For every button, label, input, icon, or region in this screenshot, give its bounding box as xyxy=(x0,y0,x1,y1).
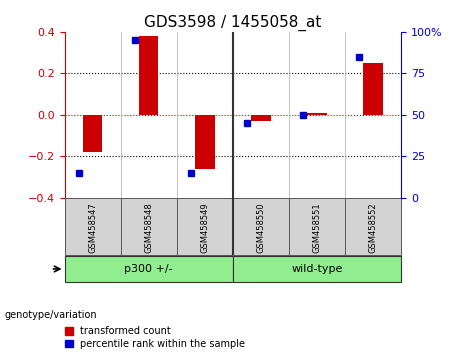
Text: genotype/variation: genotype/variation xyxy=(5,310,97,320)
FancyBboxPatch shape xyxy=(233,256,401,282)
Legend: transformed count, percentile rank within the sample: transformed count, percentile rank withi… xyxy=(65,326,245,349)
FancyBboxPatch shape xyxy=(289,198,345,255)
FancyBboxPatch shape xyxy=(65,198,121,255)
FancyBboxPatch shape xyxy=(233,198,289,255)
Text: GSM458548: GSM458548 xyxy=(144,202,153,253)
Bar xyxy=(195,115,214,169)
FancyBboxPatch shape xyxy=(121,198,177,255)
Text: GSM458550: GSM458550 xyxy=(256,202,266,253)
Text: GSM458549: GSM458549 xyxy=(200,202,209,253)
Title: GDS3598 / 1455058_at: GDS3598 / 1455058_at xyxy=(144,14,321,30)
FancyBboxPatch shape xyxy=(345,198,401,255)
Text: GSM458552: GSM458552 xyxy=(368,202,378,253)
Text: p300 +/-: p300 +/- xyxy=(124,264,173,274)
Text: GSM458551: GSM458551 xyxy=(313,202,321,253)
Bar xyxy=(363,63,383,115)
Text: GSM458547: GSM458547 xyxy=(88,202,97,253)
FancyBboxPatch shape xyxy=(65,256,233,282)
Text: wild-type: wild-type xyxy=(291,264,343,274)
FancyBboxPatch shape xyxy=(177,198,233,255)
Bar xyxy=(139,36,159,115)
Bar xyxy=(83,115,102,152)
Bar xyxy=(251,115,271,121)
Bar xyxy=(307,113,327,115)
